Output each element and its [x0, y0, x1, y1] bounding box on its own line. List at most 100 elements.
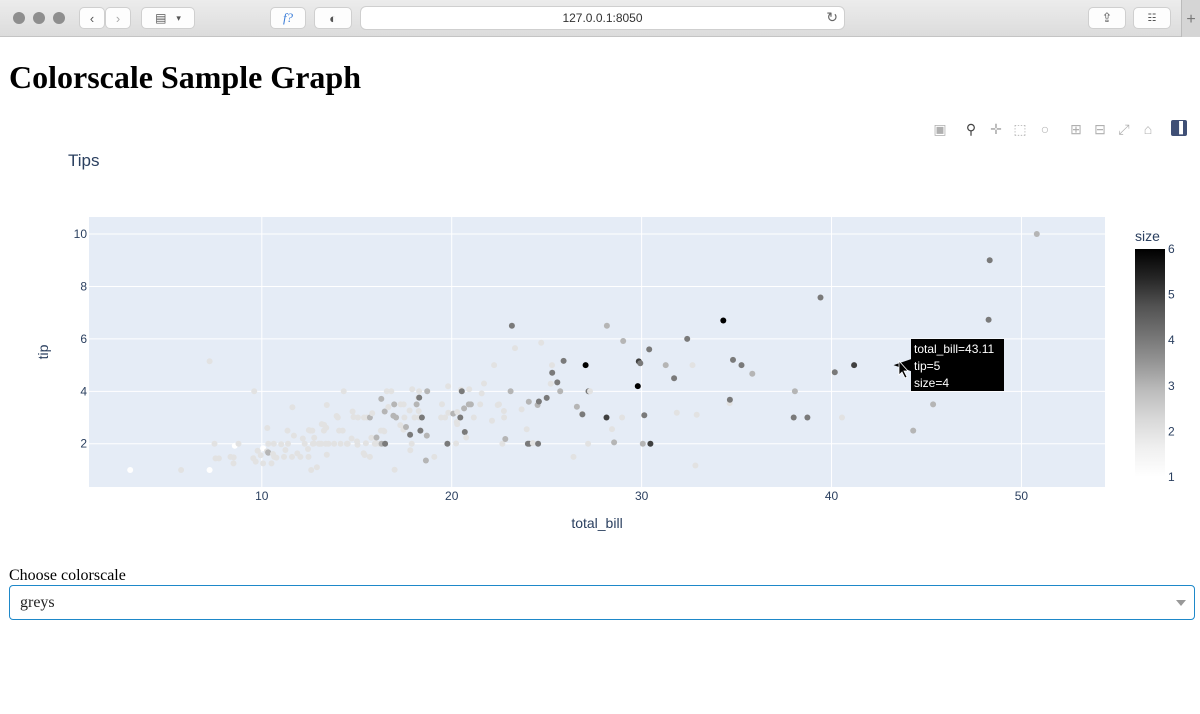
data-point[interactable] [257, 452, 264, 459]
data-point[interactable] [381, 408, 388, 415]
data-point[interactable] [401, 414, 408, 421]
data-point[interactable] [406, 407, 413, 414]
forward-button[interactable]: › [105, 7, 131, 29]
data-point[interactable] [270, 440, 277, 447]
data-point[interactable] [378, 395, 385, 402]
data-point[interactable] [369, 410, 376, 417]
data-point[interactable] [127, 467, 134, 473]
data-point[interactable] [543, 394, 550, 401]
data-point[interactable] [547, 380, 554, 387]
data-point[interactable] [570, 453, 577, 460]
data-point[interactable] [339, 427, 346, 434]
data-point[interactable] [611, 439, 618, 446]
data-point[interactable] [684, 335, 691, 342]
data-point[interactable] [334, 414, 341, 421]
lasso-icon[interactable]: ○ [1040, 121, 1050, 137]
data-point[interactable] [299, 435, 306, 442]
data-point[interactable] [646, 346, 653, 353]
data-point[interactable] [790, 414, 797, 421]
data-point[interactable] [478, 390, 485, 397]
data-point[interactable] [689, 362, 696, 369]
data-point[interactable] [361, 452, 368, 458]
camera-icon[interactable]: ▣ [933, 121, 947, 137]
data-point[interactable] [282, 447, 289, 453]
data-point[interactable] [323, 451, 330, 458]
data-point[interactable] [397, 422, 404, 429]
data-point[interactable] [461, 429, 468, 435]
data-point[interactable] [461, 405, 468, 412]
extension-button[interactable]: f? [270, 7, 306, 29]
data-point[interactable] [501, 414, 508, 421]
data-point[interactable] [422, 457, 429, 464]
data-point[interactable] [839, 414, 845, 421]
chevron-down-icon[interactable] [1176, 600, 1186, 606]
data-point[interactable] [500, 408, 507, 414]
data-point[interactable] [281, 453, 287, 460]
data-point[interactable] [340, 388, 347, 395]
data-point[interactable] [535, 440, 542, 447]
data-point[interactable] [289, 453, 295, 460]
plotly-logo-icon[interactable]: ▐ [1171, 120, 1187, 136]
reload-icon[interactable]: ↻ [826, 9, 838, 25]
data-point[interactable] [400, 401, 407, 408]
data-point[interactable] [285, 440, 291, 447]
data-point[interactable] [639, 440, 646, 447]
data-point[interactable] [350, 414, 357, 420]
data-point[interactable] [382, 440, 389, 447]
data-point[interactable] [423, 432, 430, 439]
data-point[interactable] [930, 401, 937, 408]
data-point[interactable] [313, 464, 320, 471]
data-point[interactable] [251, 388, 258, 395]
data-point[interactable] [582, 362, 589, 369]
data-point[interactable] [439, 401, 445, 408]
data-point[interactable] [442, 414, 449, 421]
data-points[interactable] [127, 231, 1040, 473]
data-point[interactable] [235, 440, 242, 447]
minimize-window-button[interactable] [33, 12, 45, 24]
data-point[interactable] [454, 409, 461, 415]
sidebar-button[interactable]: ▤ ▾ [141, 7, 195, 29]
data-point[interactable] [206, 358, 213, 365]
data-point[interactable] [458, 388, 465, 395]
data-point[interactable] [507, 388, 514, 395]
data-point[interactable] [910, 427, 917, 434]
data-point[interactable] [344, 440, 351, 447]
data-point[interactable] [431, 453, 438, 460]
data-point[interactable] [318, 440, 325, 447]
data-point[interactable] [407, 447, 414, 454]
data-point[interactable] [726, 396, 733, 403]
data-point[interactable] [211, 440, 218, 447]
zoom-in-icon[interactable]: ⊞ [1070, 121, 1082, 137]
data-point[interactable] [491, 362, 498, 369]
data-point[interactable] [477, 401, 484, 408]
data-point[interactable] [417, 427, 424, 434]
data-point[interactable] [393, 414, 400, 421]
data-point[interactable] [573, 403, 580, 410]
data-point[interactable] [445, 409, 452, 416]
data-point[interactable] [585, 440, 592, 447]
data-point[interactable] [851, 362, 858, 369]
data-point[interactable] [463, 434, 470, 441]
autoscale-icon[interactable]: ⤢ [1118, 121, 1130, 137]
data-point[interactable] [383, 388, 390, 395]
data-point[interactable] [603, 322, 610, 329]
data-point[interactable] [985, 316, 992, 323]
data-point[interactable] [331, 440, 338, 447]
privacy-button[interactable]: ◐ [314, 7, 352, 29]
data-point[interactable] [560, 357, 567, 364]
data-point[interactable] [385, 404, 392, 410]
data-point[interactable] [986, 257, 993, 264]
data-point[interactable] [529, 440, 536, 446]
data-point[interactable] [470, 414, 477, 421]
data-point[interactable] [373, 434, 380, 441]
data-point[interactable] [445, 383, 452, 390]
data-point[interactable] [424, 388, 431, 395]
data-point[interactable] [554, 379, 561, 386]
data-point[interactable] [481, 380, 487, 387]
data-point[interactable] [368, 434, 375, 441]
data-point[interactable] [499, 440, 506, 447]
data-point[interactable] [538, 339, 545, 346]
data-point[interactable] [278, 441, 285, 448]
data-point[interactable] [467, 401, 474, 408]
data-point[interactable] [309, 427, 316, 434]
